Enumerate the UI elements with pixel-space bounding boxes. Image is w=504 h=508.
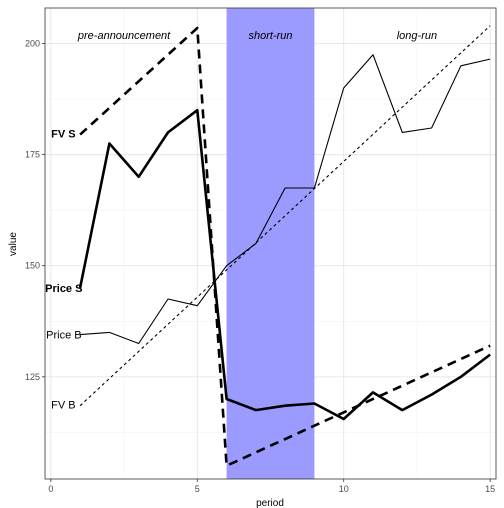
y-tick-label: 150 (25, 261, 40, 271)
series-line-fv-s (79, 26, 491, 468)
series-label-price-b: Price B (46, 330, 81, 342)
series-line-price-b (80, 54, 491, 345)
series-layer (78, 25, 491, 468)
y-axis-title: value (8, 232, 19, 256)
shaded-region (226, 8, 315, 479)
region-labels: pre-announcement short-run long-run (77, 30, 437, 42)
y-tick-label: 175 (25, 150, 40, 160)
x-tick-label: 15 (485, 484, 495, 494)
x-tick-label: 5 (195, 484, 200, 494)
region-label-pre-announcement: pre-announcement (77, 30, 171, 42)
series-line-price-s (78, 108, 491, 421)
shaded-region-layer (226, 8, 315, 479)
series-labels: Price S FV S Price B FV B (45, 129, 82, 412)
y-tick-label: 200 (25, 39, 40, 49)
plot-border (44, 7, 497, 480)
y-tick-label: 125 (25, 372, 40, 382)
series-label-price-s: Price S (45, 283, 82, 295)
region-label-long-run: long-run (397, 30, 437, 42)
axes: 0 5 10 15 125 150 175 200 (25, 39, 495, 494)
x-tick-label: 0 (48, 484, 53, 494)
series-label-fv-s: FV S (51, 129, 75, 141)
series-label-fv-b: FV B (51, 400, 75, 412)
x-axis-title: period (256, 498, 284, 508)
x-tick-label: 10 (339, 484, 349, 494)
region-label-short-run: short-run (248, 30, 292, 42)
